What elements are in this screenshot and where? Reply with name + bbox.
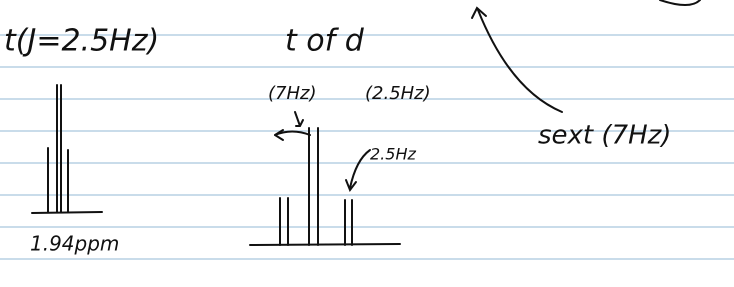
triplet-drawing	[32, 85, 102, 213]
sext-arrow	[472, 0, 700, 112]
label-2-5hz: (2.5Hz)	[365, 83, 431, 104]
label-coupling: 2.5Hz	[370, 145, 416, 164]
t-of-d-drawing	[250, 112, 400, 245]
label-7hz: (7Hz)	[268, 83, 316, 104]
label-triplet: t(J=2.5Hz)	[4, 24, 159, 59]
label-sext: sext (7Hz)	[538, 121, 671, 151]
note-page: t(J=2.5Hz) t of d (7Hz) (2.5Hz) sext (7H…	[0, 0, 734, 287]
label-t-of-d: t of d	[285, 24, 365, 59]
label-ppm: 1.94ppm	[30, 232, 119, 256]
